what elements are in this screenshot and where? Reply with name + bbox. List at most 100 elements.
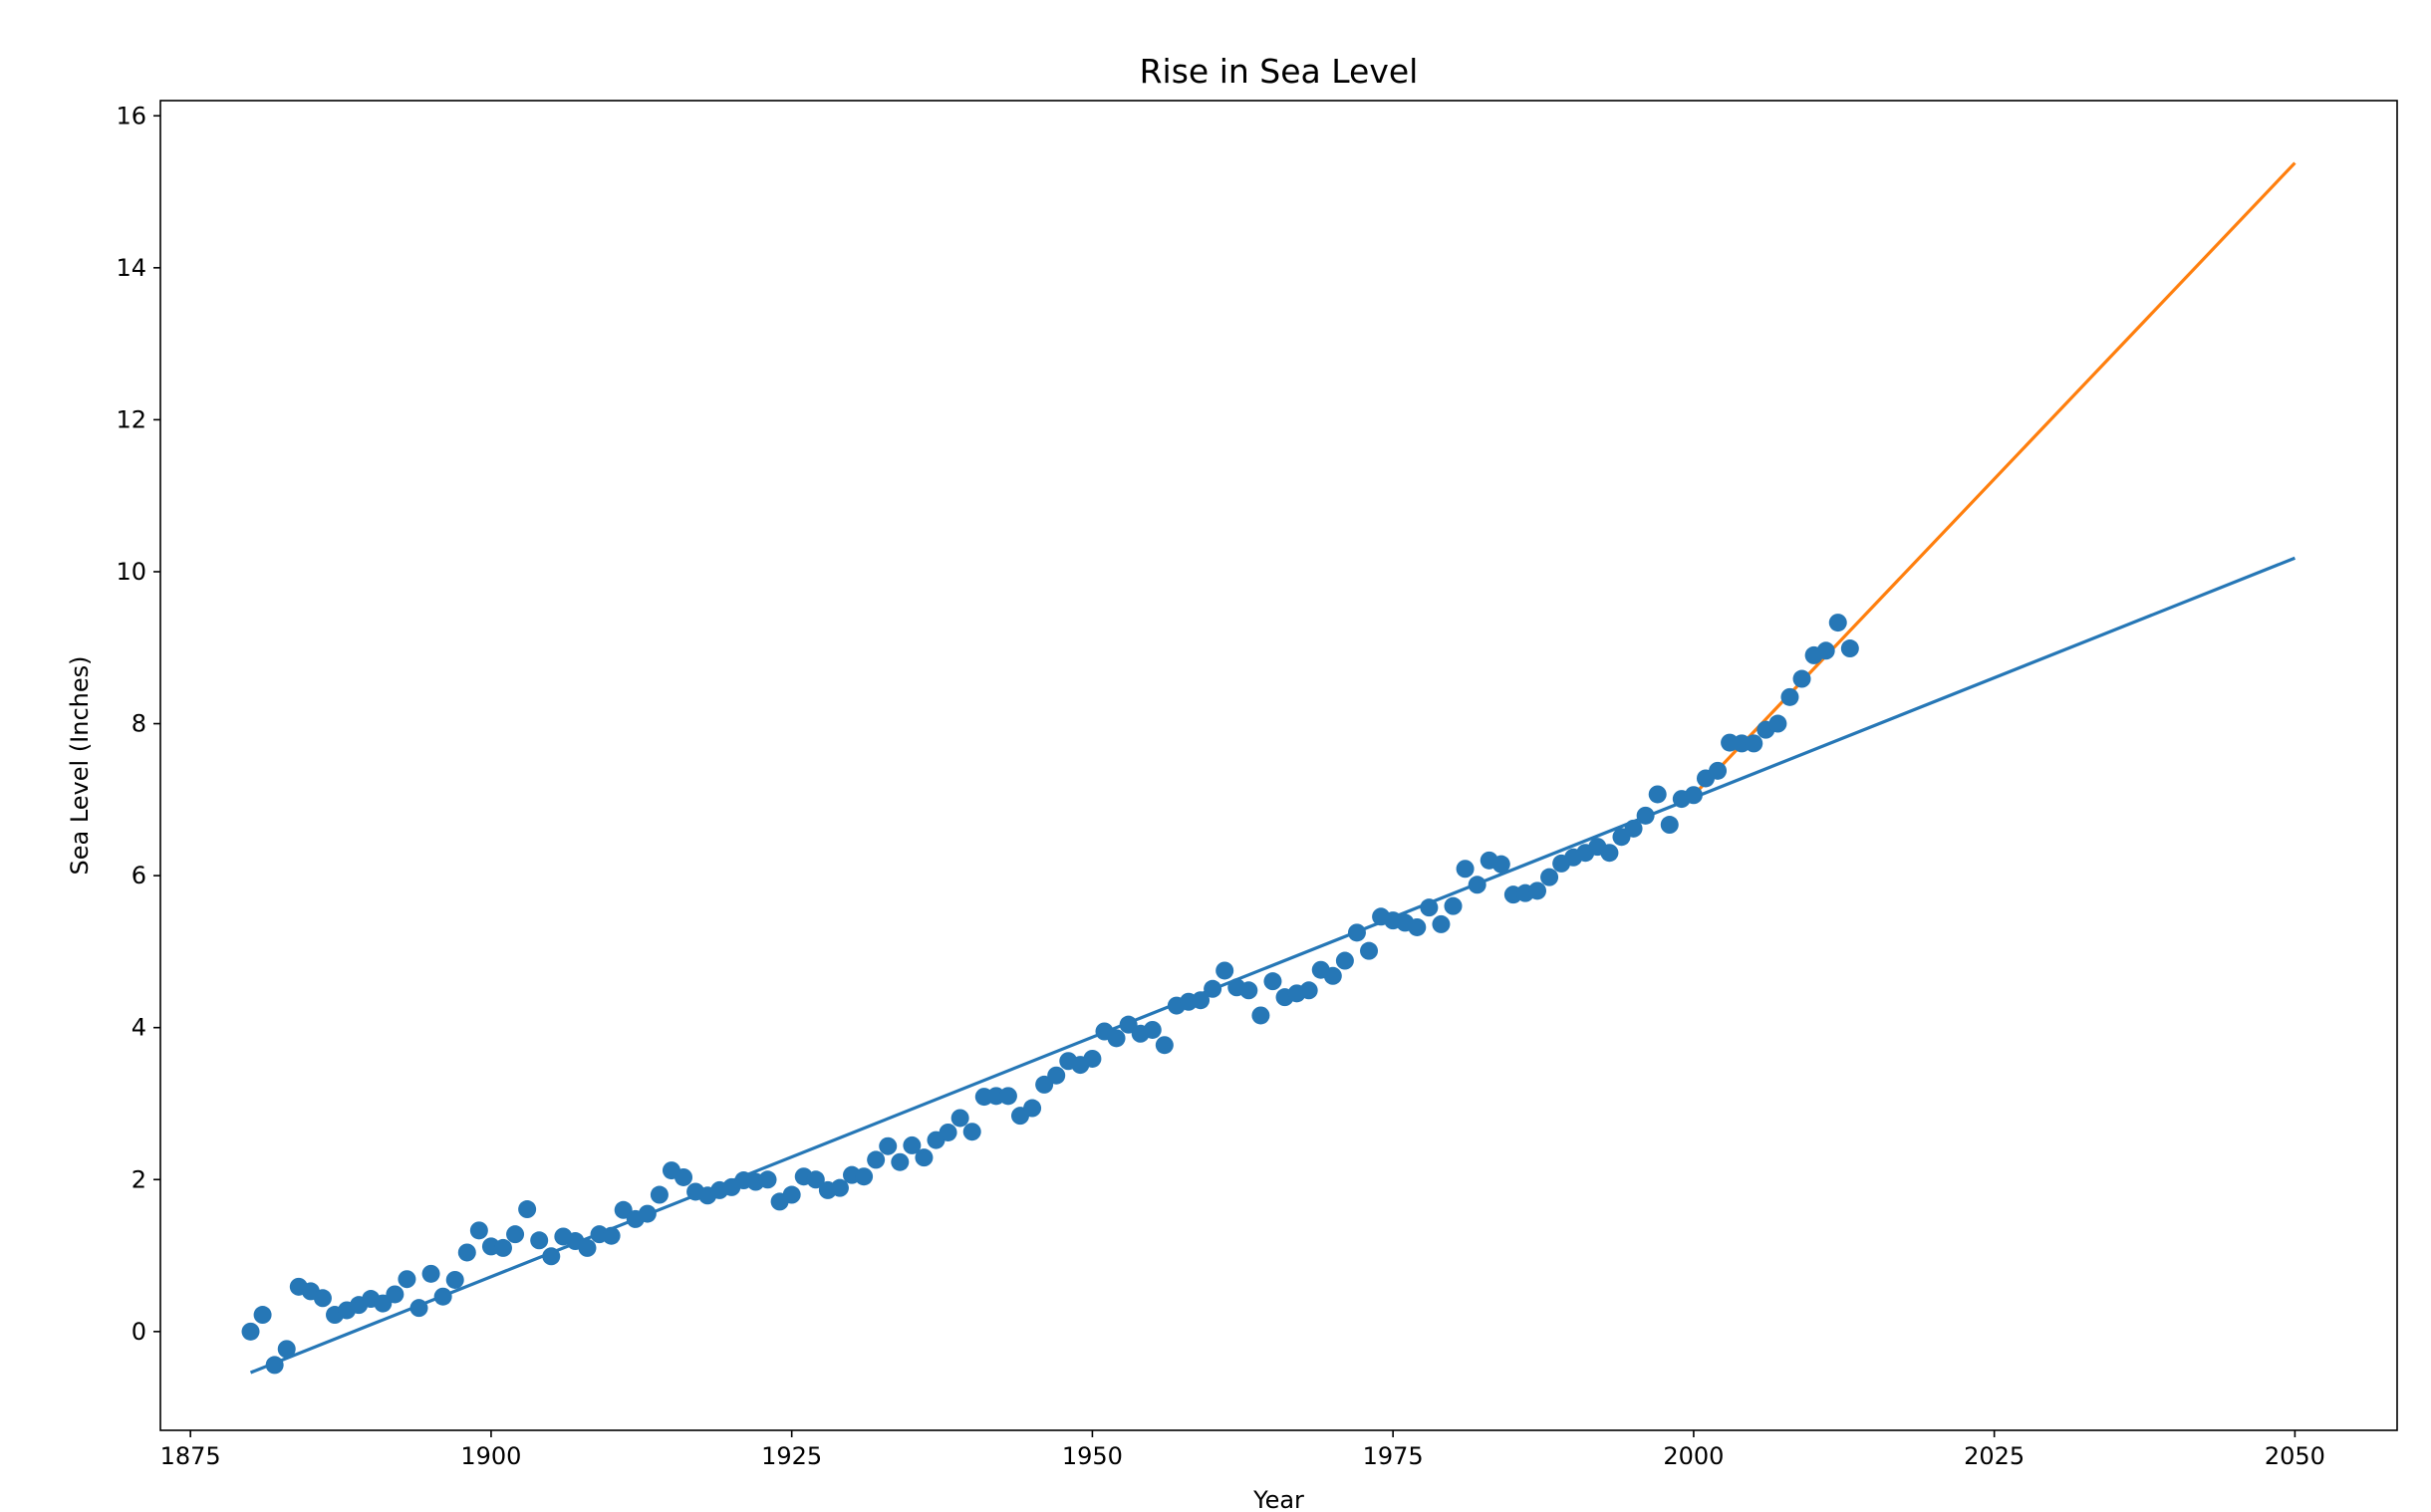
data-point xyxy=(1491,855,1510,874)
y-tick-label: 2 xyxy=(132,1165,146,1193)
data-point xyxy=(1528,882,1547,900)
data-point xyxy=(469,1221,488,1240)
x-tick-label: 1900 xyxy=(460,1442,521,1470)
data-point xyxy=(830,1178,849,1197)
data-point xyxy=(1792,669,1811,688)
data-point xyxy=(1684,786,1703,805)
y-axis-label: Sea Level (Inches) xyxy=(66,655,94,875)
y-tick-label: 14 xyxy=(116,254,146,282)
x-axis-ticks: 1875 1900 1925 1950 1975 2000 2025 2050 xyxy=(160,1430,2325,1470)
y-axis-ticks: 0 2 4 6 8 10 12 14 16 xyxy=(116,102,160,1346)
data-point xyxy=(265,1356,284,1375)
data-point xyxy=(1600,844,1619,863)
data-point xyxy=(493,1238,512,1257)
data-point xyxy=(915,1148,934,1167)
data-point xyxy=(939,1123,957,1141)
data-point xyxy=(445,1270,464,1289)
data-point xyxy=(1047,1066,1066,1085)
data-point xyxy=(1636,806,1655,825)
data-point xyxy=(1420,898,1439,917)
data-point xyxy=(782,1185,801,1204)
y-tick-label: 4 xyxy=(132,1014,146,1042)
data-point xyxy=(313,1289,332,1308)
data-point xyxy=(891,1152,910,1171)
data-point xyxy=(1347,923,1366,942)
data-point xyxy=(602,1226,621,1245)
data-point xyxy=(1648,785,1667,804)
chart-title: Rise in Sea Level xyxy=(1140,52,1419,91)
data-point xyxy=(1143,1020,1162,1039)
data-point xyxy=(506,1225,525,1244)
y-tick-label: 8 xyxy=(132,710,146,738)
data-point xyxy=(277,1340,296,1359)
data-point xyxy=(398,1270,416,1289)
data-point xyxy=(542,1247,561,1266)
x-tick-label: 2000 xyxy=(1663,1442,1724,1470)
data-point xyxy=(1816,641,1835,660)
data-point xyxy=(409,1299,428,1318)
data-point xyxy=(1828,614,1847,632)
data-point xyxy=(1263,972,1282,991)
data-point xyxy=(1204,979,1222,998)
y-tick-label: 12 xyxy=(116,405,146,433)
data-point xyxy=(1780,687,1799,706)
data-point xyxy=(433,1287,452,1306)
plot-area-background xyxy=(160,101,2397,1430)
data-point xyxy=(806,1170,825,1189)
data-point xyxy=(867,1150,886,1169)
data-point xyxy=(1840,639,1859,658)
data-point xyxy=(1745,734,1763,753)
y-tick-label: 10 xyxy=(116,558,146,586)
data-point xyxy=(1540,868,1559,886)
data-point xyxy=(457,1243,476,1262)
data-point xyxy=(1299,981,1318,1000)
data-point xyxy=(1360,941,1379,960)
data-point xyxy=(950,1109,969,1128)
x-tick-label: 2025 xyxy=(1964,1442,2025,1470)
data-point xyxy=(1251,1006,1270,1025)
x-tick-label: 1975 xyxy=(1363,1442,1424,1470)
data-point xyxy=(1107,1029,1126,1048)
plot-frame xyxy=(159,100,2398,1431)
data-point xyxy=(1624,819,1643,838)
data-point xyxy=(1083,1049,1102,1068)
x-tick-label: 1875 xyxy=(160,1442,221,1470)
data-point xyxy=(1216,961,1234,980)
data-point xyxy=(1468,876,1486,894)
data-point xyxy=(1335,951,1354,970)
data-points xyxy=(241,614,1859,1375)
data-point xyxy=(1408,917,1427,936)
data-point xyxy=(638,1204,657,1223)
data-point xyxy=(962,1123,981,1141)
data-point xyxy=(1155,1036,1174,1055)
data-point xyxy=(879,1136,898,1155)
data-point xyxy=(421,1264,440,1283)
x-tick-label: 2050 xyxy=(2265,1442,2325,1470)
data-point xyxy=(998,1087,1017,1106)
data-point xyxy=(386,1285,405,1304)
y-tick-label: 0 xyxy=(132,1318,146,1346)
data-point xyxy=(1768,714,1787,733)
data-point xyxy=(758,1170,777,1189)
data-point xyxy=(1709,761,1728,780)
data-point xyxy=(855,1167,874,1186)
data-point xyxy=(1323,966,1342,985)
data-point xyxy=(1456,860,1475,879)
data-point xyxy=(1192,991,1211,1010)
data-point xyxy=(253,1306,272,1325)
data-point xyxy=(1239,981,1258,1000)
data-point xyxy=(903,1135,922,1154)
x-tick-label: 1925 xyxy=(761,1442,822,1470)
y-tick-label: 16 xyxy=(116,102,146,129)
data-point xyxy=(241,1322,260,1341)
x-axis-label: Year xyxy=(1252,1486,1304,1512)
x-tick-label: 1950 xyxy=(1062,1442,1123,1470)
data-point xyxy=(1444,896,1463,915)
data-point xyxy=(1023,1099,1042,1118)
data-point xyxy=(675,1167,693,1186)
y-tick-label: 6 xyxy=(132,862,146,889)
data-point xyxy=(530,1231,549,1250)
data-point xyxy=(578,1238,597,1257)
data-point xyxy=(1660,816,1679,835)
